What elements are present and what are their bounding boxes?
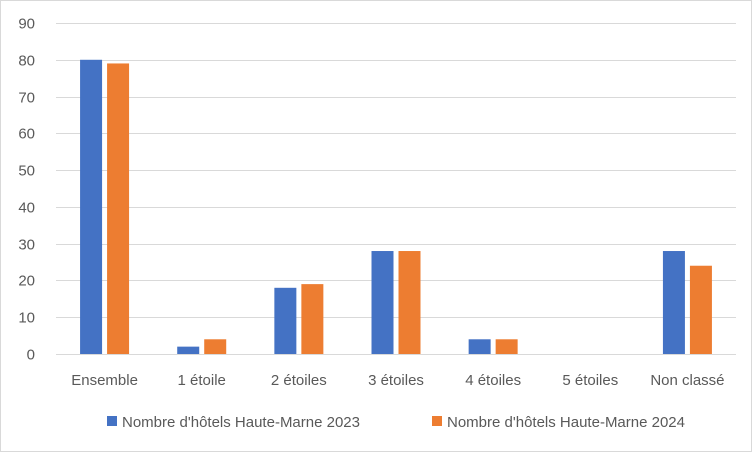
bar-2024 [689, 265, 712, 354]
x-tick-label: 5 étoiles [562, 372, 618, 389]
bar-2024 [107, 63, 130, 354]
legend-swatch [432, 416, 442, 426]
y-tick-label: 0 [27, 347, 35, 364]
y-axis: 0 10 20 30 40 50 60 70 80 90 [18, 16, 35, 364]
bar-2023 [662, 251, 685, 354]
bar-2024 [204, 339, 227, 354]
bar-2024 [495, 339, 518, 354]
y-tick-label: 50 [18, 163, 35, 180]
x-tick-label: 2 étoiles [271, 372, 327, 389]
x-tick-label: 1 étoile [178, 372, 226, 389]
gridlines [56, 23, 736, 355]
y-tick-label: 10 [18, 310, 35, 327]
bars [80, 59, 712, 355]
legend-label: Nombre d'hôtels Haute-Marne 2023 [122, 414, 360, 431]
y-tick-label: 70 [18, 90, 35, 107]
y-tick-label: 90 [18, 16, 35, 33]
bar-2023 [177, 346, 200, 354]
y-tick-label: 20 [18, 273, 35, 290]
x-tick-label: 4 étoiles [465, 372, 521, 389]
x-tick-label: 3 étoiles [368, 372, 424, 389]
legend: Nombre d'hôtels Haute-Marne 2023 Nombre d… [107, 414, 685, 431]
x-axis: Ensemble 1 étoile 2 étoiles 3 étoiles 4 étoi… [56, 354, 736, 389]
bar-2023 [468, 339, 491, 354]
bar-2024 [398, 251, 421, 354]
y-tick-label: 40 [18, 200, 35, 217]
y-tick-label: 80 [18, 53, 35, 70]
y-tick-label: 30 [18, 237, 35, 254]
legend-swatch [107, 416, 117, 426]
legend-label: Nombre d'hôtels Haute-Marne 2024 [447, 414, 685, 431]
bar-2023 [371, 251, 394, 354]
y-tick-label: 60 [18, 126, 35, 143]
bar-2024 [301, 284, 324, 354]
bar-2023 [80, 59, 103, 355]
bar-2023 [274, 287, 297, 354]
x-tick-label: Ensemble [71, 372, 138, 389]
x-tick-label: Non classé [650, 372, 724, 389]
